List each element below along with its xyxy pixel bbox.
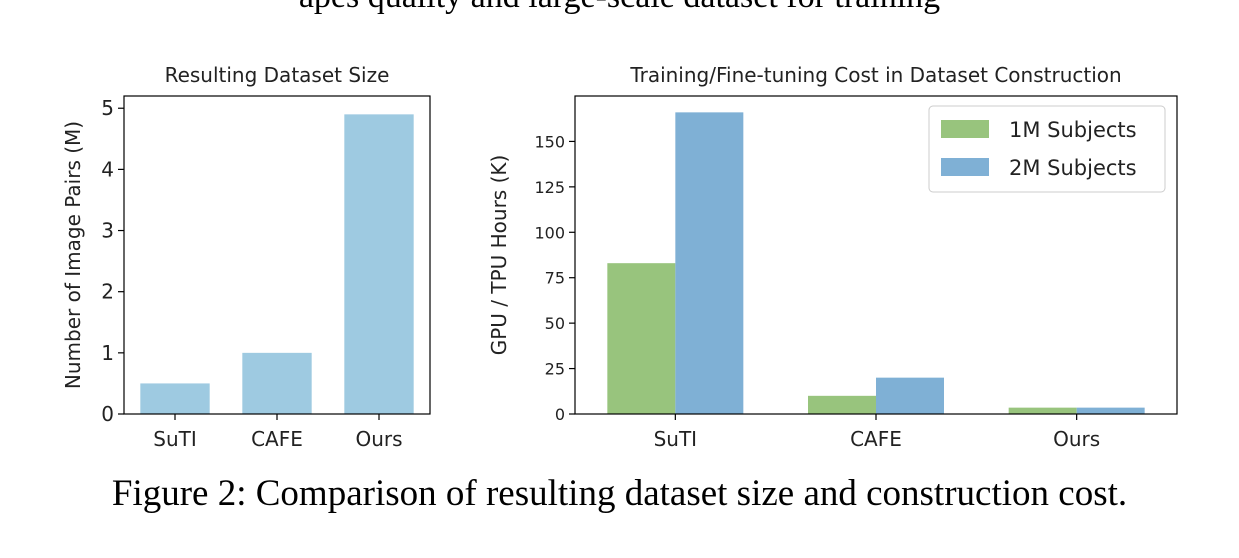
dataset-size-chart: Resulting Dataset Size 0 1 2 3 4 5 SuTI CAFE Ours…	[61, 63, 431, 451]
y-tick-label: 2	[101, 280, 114, 304]
bar-suti-1m-subjects	[607, 263, 676, 414]
chart-title: Resulting Dataset Size	[165, 63, 390, 87]
x-tick-label: CAFE	[251, 427, 303, 451]
x-tick-label: CAFE	[850, 427, 902, 451]
bar-suti	[140, 383, 210, 414]
y-tick-label: 5	[101, 96, 114, 120]
x-tick-label: SuTI	[654, 427, 698, 451]
legend-label: 1M Subjects	[1009, 118, 1137, 142]
x-tick-label: SuTI	[153, 427, 197, 451]
bar-ours-2m-subjects	[1076, 407, 1145, 414]
page-header-text: apes quality and large-scale dataset for…	[0, 0, 1239, 16]
figure-charts: Resulting Dataset Size 0 1 2 3 4 5 SuTI CAFE Ours…	[61, 63, 1178, 451]
legend-label: 2M Subjects	[1009, 156, 1137, 180]
y-tick-label: 1	[101, 341, 114, 365]
figure-caption: Figure 2: Comparison of resulting datase…	[111, 473, 1128, 514]
legend-swatch	[941, 120, 989, 138]
y-tick-label: 0	[555, 405, 565, 424]
legend-swatch	[941, 158, 989, 176]
x-tick-label: Ours	[1053, 427, 1100, 451]
bar-cafe-2m-subjects	[876, 377, 944, 414]
y-axis-label: Number of Image Pairs (M)	[61, 121, 85, 389]
y-tick-label: 100	[534, 223, 565, 242]
chart-title: Training/Fine-tuning Cost in Dataset Con…	[629, 63, 1121, 87]
bar-ours-1m-subjects	[1008, 407, 1077, 414]
bar-cafe-1m-subjects	[808, 395, 876, 414]
y-tick-label: 75	[545, 269, 565, 288]
bar-ours	[344, 114, 414, 414]
bar-cafe	[242, 352, 312, 414]
training-cost-chart: Training/Fine-tuning Cost in Dataset Con…	[487, 63, 1178, 451]
y-tick-label: 0	[101, 402, 114, 426]
y-tick-label: 25	[545, 360, 565, 379]
y-axis-label: GPU / TPU Hours (K)	[487, 155, 511, 356]
y-tick-label: 125	[534, 178, 565, 197]
x-tick-label: Ours	[355, 427, 402, 451]
bar-suti-2m-subjects	[675, 112, 744, 415]
y-tick-label: 150	[534, 132, 565, 151]
y-tick-label: 4	[101, 157, 114, 181]
y-tick-label: 3	[101, 219, 114, 243]
y-tick-label: 50	[545, 314, 565, 333]
